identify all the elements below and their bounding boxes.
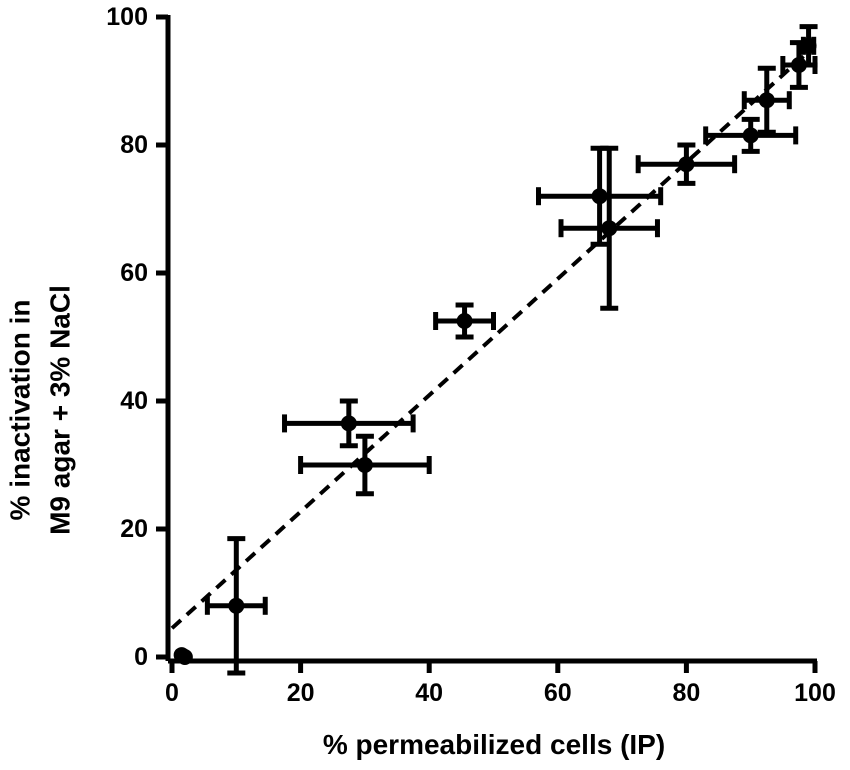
y-axis-title: % inactivation in M9 agar + 3% NaCl <box>4 285 75 535</box>
data-point-7 <box>601 220 618 237</box>
y-tick-label-40: 40 <box>120 387 148 415</box>
data-point-6 <box>591 188 608 205</box>
data-point-2 <box>228 597 245 614</box>
y-tick-label-60: 60 <box>120 259 148 287</box>
data-point-9 <box>742 127 759 144</box>
data-points <box>173 37 817 665</box>
x-tick-label-0: 0 <box>165 679 179 707</box>
axes: 0 20 40 60 80 100 0 20 40 60 80 100 <box>106 3 836 707</box>
data-point-4 <box>356 457 373 473</box>
x-tick-label-40: 40 <box>415 679 443 707</box>
error-bars <box>204 24 818 676</box>
x-tick-label-60: 60 <box>544 679 572 707</box>
x-tick-label-80: 80 <box>672 679 700 707</box>
x-axis-title: % permeabilized cells (IP) <box>323 729 665 760</box>
x-tick-label-20: 20 <box>287 679 315 707</box>
data-point-12 <box>800 37 817 54</box>
data-point-10 <box>758 92 775 109</box>
y-tick-label-0: 0 <box>134 643 148 671</box>
data-point-1 <box>176 649 193 665</box>
y-tick-label-80: 80 <box>120 131 148 159</box>
data-point-8 <box>678 156 695 173</box>
x-tick-label-100: 100 <box>794 679 836 707</box>
y-tick-label-100: 100 <box>106 3 148 31</box>
data-point-3 <box>340 415 357 432</box>
data-point-11 <box>790 57 807 73</box>
y-tick-label-20: 20 <box>120 515 148 543</box>
data-point-5 <box>456 313 473 329</box>
y-axis-title-line-1: % inactivation in <box>4 300 35 521</box>
y-axis-title-line-2: M9 agar + 3% NaCl <box>44 285 75 535</box>
